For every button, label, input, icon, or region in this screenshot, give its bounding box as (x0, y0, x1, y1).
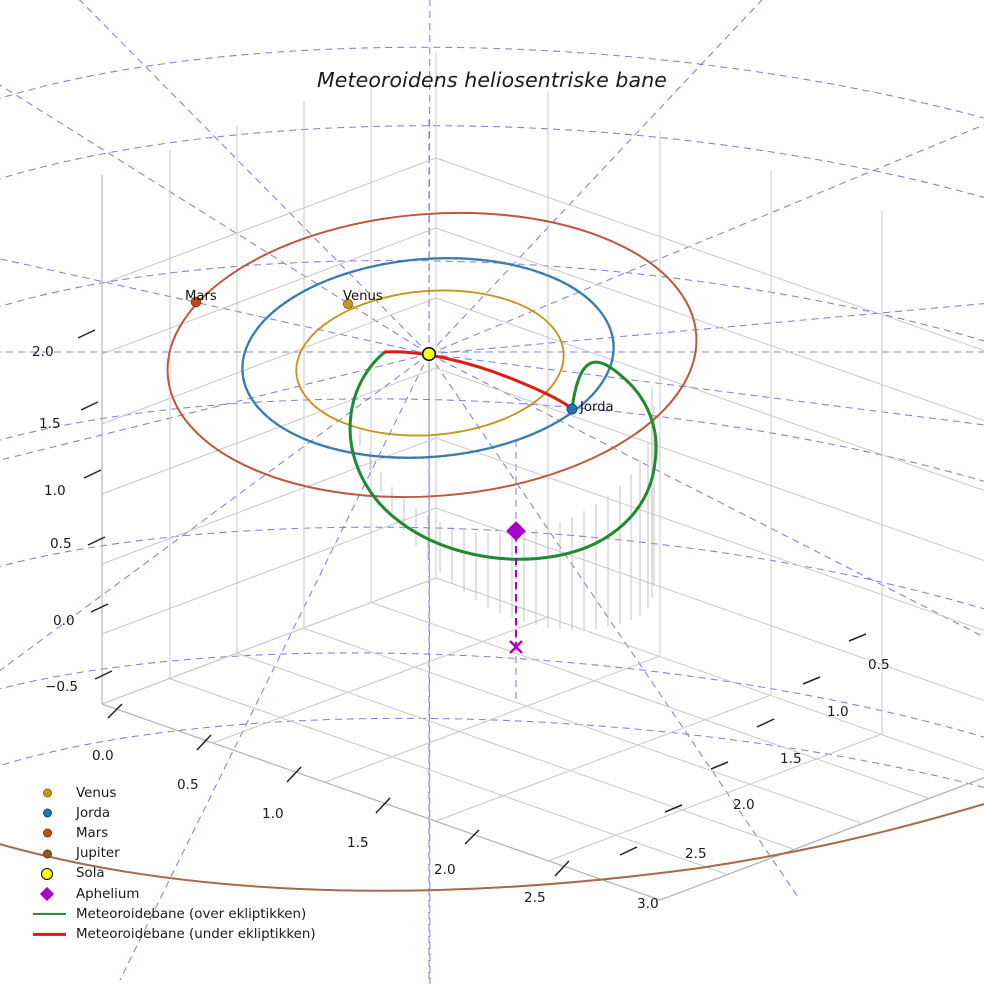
legend-item-label: Sola (76, 866, 105, 882)
x-axis-tick-label: 0.5 (177, 777, 199, 793)
y-axis-tick-label: 0.5 (868, 657, 890, 673)
marker-mars (190, 296, 202, 308)
meteoroid-orbit-below-ecliptic (383, 350, 574, 411)
legend-item-label: Mars (76, 825, 109, 841)
aphelion-ground-marker (509, 640, 523, 654)
z-axis-tick-label: 0.5 (50, 536, 72, 552)
axis-tick-marks (77, 329, 867, 877)
legend-dot-marker-icon (30, 803, 76, 823)
z-axis-tick-label: 2.0 (32, 344, 54, 360)
meteoroid-orbit-above-ecliptic (348, 350, 658, 561)
x-axis-tick-label: 0.0 (92, 748, 114, 764)
x-axis-tick-label: 1.5 (347, 835, 369, 851)
y-axis-tick-label: 1.5 (780, 751, 802, 767)
legend-line-swatch (30, 924, 76, 944)
marker-venus (342, 298, 354, 310)
annotation-jorda: Jorda (580, 400, 614, 415)
legend-line-swatch (30, 904, 76, 924)
legend-item-label: Jupiter (76, 846, 120, 862)
axes-3d-box (101, 52, 984, 901)
legend-item-label: Aphelium (76, 886, 140, 902)
legend-item[interactable]: Venus (30, 783, 360, 803)
legend-item[interactable]: Aphelium (30, 884, 360, 904)
axes-3d-spines (101, 175, 984, 901)
x-axis-tick-label: 1.0 (262, 806, 284, 822)
legend-marker-glyph (43, 828, 52, 838)
legend-dot-marker-icon (30, 864, 76, 884)
orbit-mars (166, 211, 698, 499)
legend-marker-glyph (43, 788, 52, 798)
z-axis-tick-label: 0.0 (53, 613, 75, 629)
orbit-jorda (241, 257, 615, 459)
z-axis-tick-label: 1.0 (44, 483, 66, 499)
orbit-jupiter (0, 803, 984, 892)
y-axis-tick-label: 1.0 (827, 704, 849, 720)
legend-item[interactable]: Jupiter (30, 844, 360, 864)
legend-marker-glyph (41, 867, 53, 880)
legend-dot-marker-icon (30, 823, 76, 843)
legend-item-label: Meteoroidebane (under ekliptikken) (76, 926, 316, 942)
z-axis-tick-label: −0.5 (45, 679, 79, 695)
y-axis-tick-label: 2.0 (733, 797, 755, 813)
legend-item[interactable]: Jorda (30, 803, 360, 823)
aphelion-marker (506, 521, 526, 541)
legend-dot-marker-icon (30, 844, 76, 864)
legend-diamond-marker-icon (30, 884, 76, 904)
y-axis-tick-label: 2.5 (685, 846, 707, 862)
legend-item-label: Jorda (76, 805, 111, 821)
legend-item-label: Meteoroidebane (over ekliptikken) (76, 906, 307, 922)
z-axis-tick-label: 1.5 (39, 416, 61, 432)
x-axis-tick-label: 2.5 (524, 890, 546, 906)
page-title: Meteoroidens heliosentriske bane (316, 68, 668, 92)
marker-jorda (566, 403, 578, 415)
legend-item[interactable]: Meteoroidebane (over ekliptikken) (30, 904, 360, 924)
legend-marker-glyph (43, 808, 52, 818)
annotation-mars: Mars (185, 289, 217, 304)
legend-item-label: Venus (76, 785, 117, 801)
x-axis-tick-label: 2.0 (434, 862, 456, 878)
legend-marker-glyph (39, 886, 55, 902)
legend-marker-glyph (33, 933, 66, 936)
orbit-venus (295, 289, 565, 437)
legend-item[interactable]: Meteoroidebane (under ekliptikken) (30, 924, 360, 944)
legend-marker-glyph (33, 913, 66, 916)
legend-dot-marker-icon (30, 783, 76, 803)
annotation-venus: Venus (343, 289, 383, 304)
legend-marker-glyph (43, 849, 52, 859)
legend: Venus Jorda Mars Jupiter Sola Aphelium Meteoro… (30, 783, 360, 945)
legend-item[interactable]: Mars (30, 823, 360, 843)
legend-item[interactable]: Sola (30, 864, 360, 884)
orbit-projection-droplines (351, 388, 655, 630)
marker-sola (421, 346, 437, 362)
y-axis-tick-label: 3.0 (637, 896, 659, 912)
